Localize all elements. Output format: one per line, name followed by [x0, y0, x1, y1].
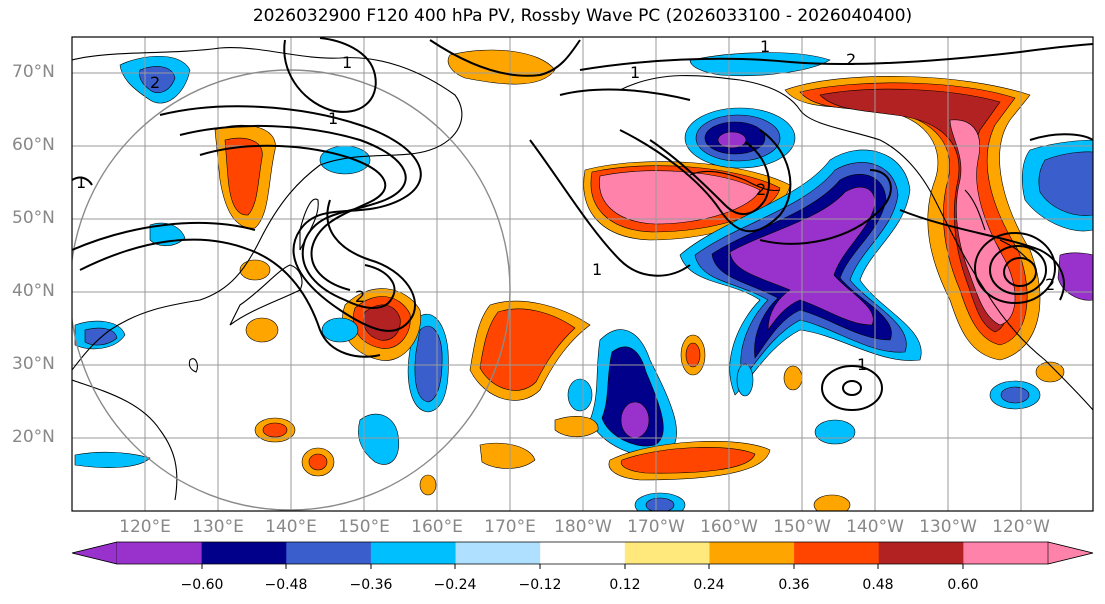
contour-label: 2	[1045, 275, 1055, 294]
colorbar-swatch	[540, 542, 626, 564]
colorbar-tick-label: 0.12	[609, 577, 641, 593]
contour-label-group: 1 1 2 2 1 1 2 2 1 2 1 1	[76, 37, 1055, 374]
lon-label-120w: 120°W	[992, 517, 1050, 537]
colorbar-extend-min	[71, 541, 118, 565]
contour-label: 1	[76, 173, 86, 192]
pv-anomaly-fill	[74, 49, 1093, 511]
lon-label-120e: 120°E	[119, 517, 171, 537]
contour-label: 1	[630, 63, 640, 82]
colorbar-tick-label: −0.48	[264, 577, 308, 593]
lon-label-140e: 140°E	[265, 517, 317, 537]
rossby-wave-pc-contours	[72, 37, 1093, 411]
colorbar-tick-label: −0.24	[433, 577, 477, 593]
lon-label-180w: 180°W	[554, 517, 612, 537]
contour-label: 1	[342, 53, 352, 72]
contour-label: 1	[592, 260, 602, 279]
lon-label-150w: 150°W	[773, 517, 831, 537]
lon-label-170w: 170°W	[627, 517, 685, 537]
lon-label-160w: 160°W	[700, 517, 758, 537]
great-circle-outline	[72, 69, 511, 511]
lat-label-70n: 70°N	[12, 62, 55, 82]
colorbar-tick-label: 0.24	[693, 577, 725, 593]
colorbar-swatch	[709, 542, 795, 564]
lon-label-140w: 140°W	[846, 517, 904, 537]
lon-label-150e: 150°E	[338, 517, 390, 537]
contour-label: 2	[756, 180, 766, 199]
contour-label: 1	[328, 109, 338, 128]
lat-label-50n: 50°N	[12, 208, 55, 228]
colorbar-swatch	[794, 542, 880, 564]
colorbar-tick-label: −0.36	[349, 577, 393, 593]
colorbar	[71, 541, 1094, 565]
lat-label-60n: 60°N	[12, 135, 55, 155]
colorbar-swatch	[963, 542, 1049, 564]
colorbar-outline	[71, 541, 1094, 565]
colorbar-swatch	[286, 542, 372, 564]
lon-label-170e: 170°E	[484, 517, 536, 537]
contour-label: 1	[760, 37, 770, 56]
colorbar-swatch	[455, 542, 541, 564]
contour-label: 2	[150, 73, 160, 92]
graticule	[72, 37, 1093, 511]
lon-label-160e: 160°E	[411, 517, 463, 537]
map-frame	[71, 36, 1094, 512]
contour-label: 1	[857, 355, 867, 374]
colorbar-tick-label: 0.48	[862, 577, 894, 593]
colorbar-tick-label: −0.60	[180, 577, 224, 593]
contour-label: 2	[846, 50, 856, 69]
lon-label-130e: 130°E	[192, 517, 244, 537]
colorbar-tick-marks	[201, 564, 964, 569]
colorbar-tick-label: 0.60	[947, 577, 979, 593]
colorbar-swatch	[201, 542, 287, 564]
colorbar-swatch	[878, 542, 964, 564]
colorbar-swatch	[117, 542, 203, 564]
colorbar-swatch	[624, 542, 710, 564]
lon-label-130w: 130°W	[919, 517, 977, 537]
lat-label-30n: 30°N	[12, 354, 55, 374]
lat-label-40n: 40°N	[12, 281, 55, 301]
colorbar-swatch	[370, 542, 457, 564]
colorbar-extend-max	[1047, 541, 1094, 565]
contour-label: 2	[355, 287, 365, 306]
lat-label-20n: 20°N	[12, 427, 55, 447]
colorbar-tick-label: 0.36	[778, 577, 810, 593]
map-title: 2026032900 F120 400 hPa PV, Rossby Wave …	[252, 6, 913, 26]
colorbar-tick-label: −0.12	[518, 577, 562, 593]
